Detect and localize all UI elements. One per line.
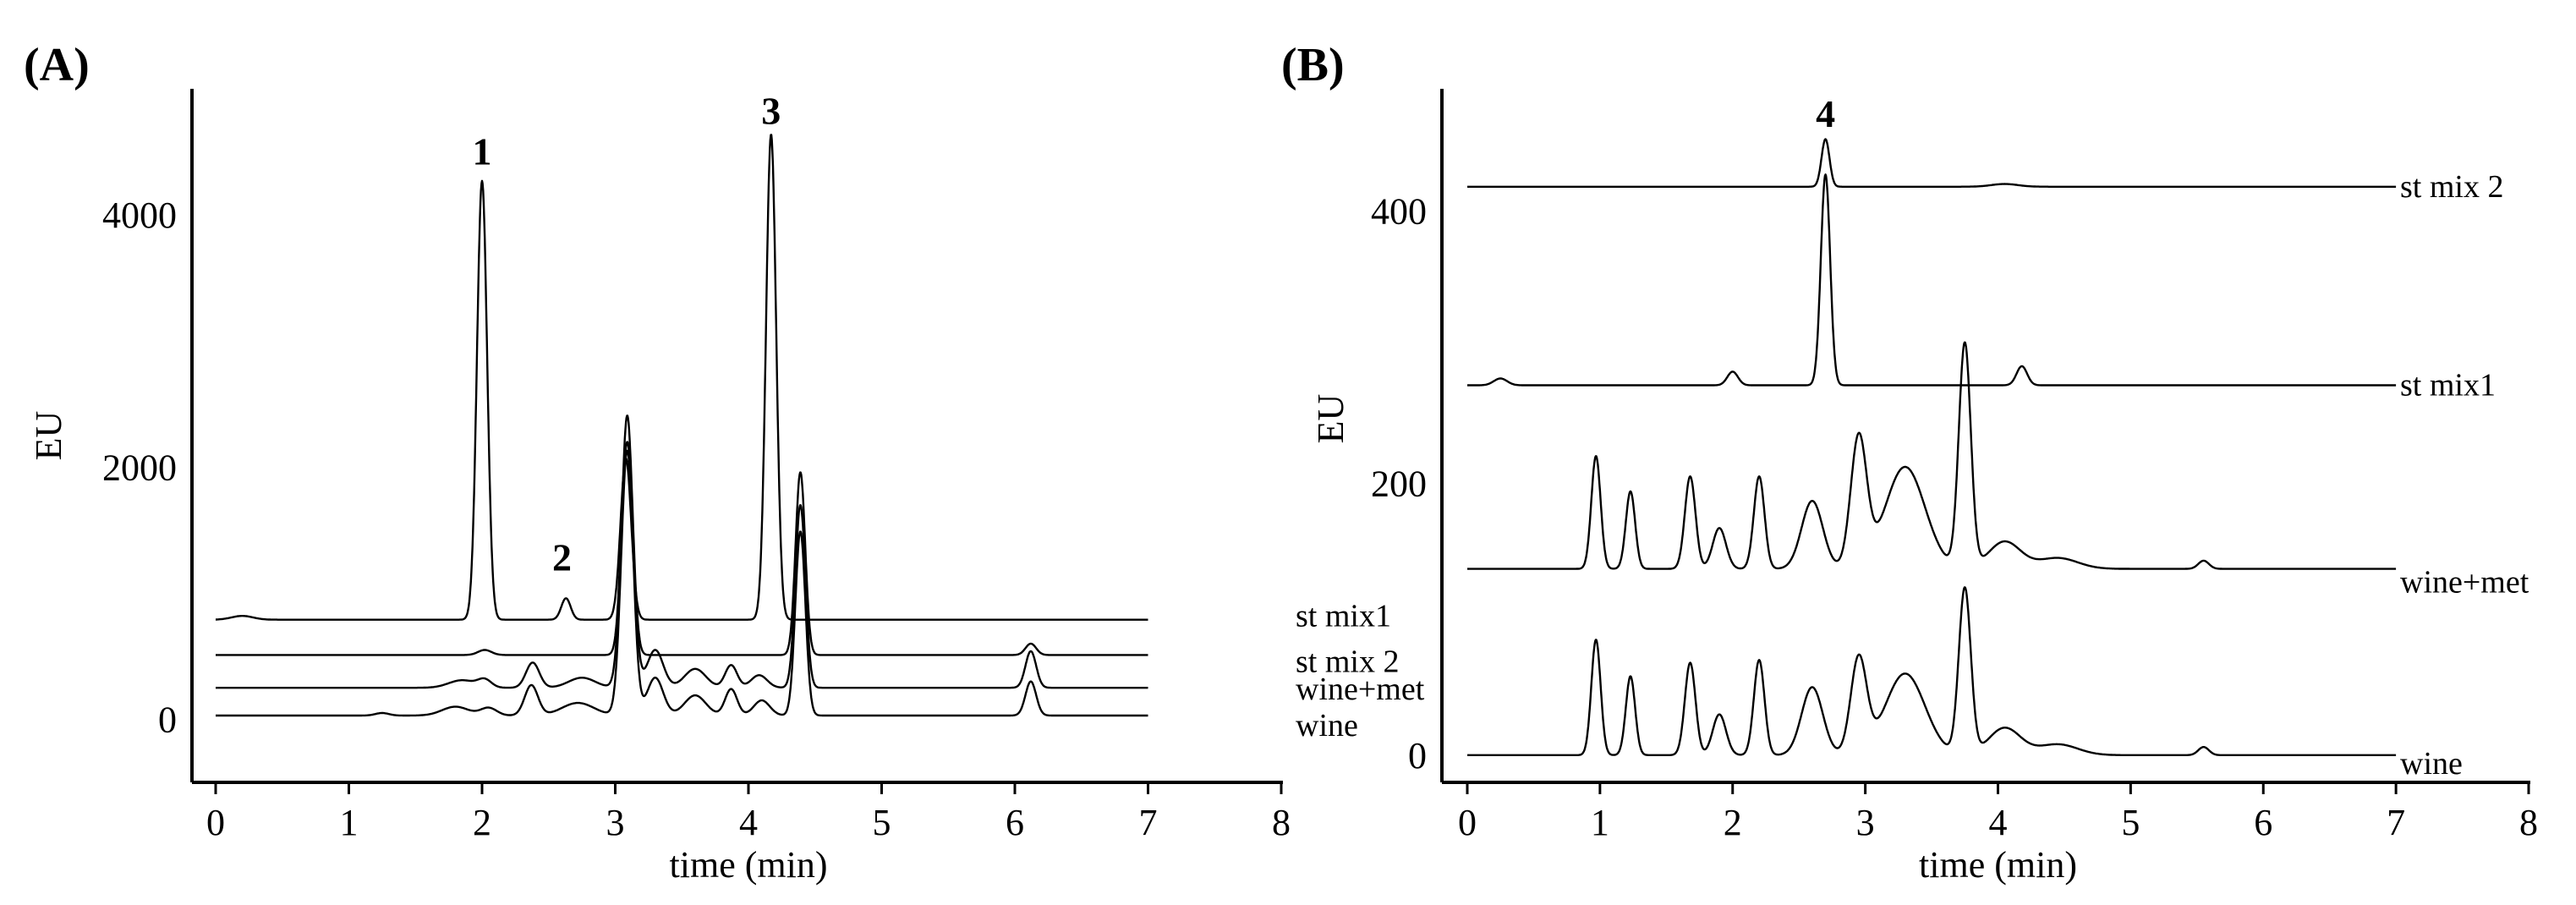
x-tick-label: 0 xyxy=(1458,802,1477,843)
x-tick-label: 1 xyxy=(340,802,359,843)
series-label-st-mix-2: st mix 2 xyxy=(1296,644,1399,679)
x-tick-label: 0 xyxy=(206,802,225,843)
series-label-st-mix1: st mix1 xyxy=(1296,599,1391,634)
panel-b-chart: (B) 0 1 2 3 4 5 6 7 8 0 200 400 time (min) EU st mix 2 s… xyxy=(1281,39,2538,886)
series-label-wine: wine xyxy=(2400,746,2463,782)
series-label-st-mix-2: st mix 2 xyxy=(2400,169,2503,205)
x-tick-label: 4 xyxy=(739,802,758,843)
x-tick-label: 6 xyxy=(2254,802,2272,843)
y-axis-title: EU xyxy=(28,411,69,461)
x-tick-label: 6 xyxy=(1006,802,1024,843)
series-label-st-mix1: st mix1 xyxy=(2400,368,2496,403)
x-tick-label: 5 xyxy=(873,802,891,843)
series-label-wine: wine xyxy=(1296,708,1358,743)
x-tick-label: 1 xyxy=(1591,802,1609,843)
y-tick-label: 0 xyxy=(1408,735,1427,776)
x-tick-label: 2 xyxy=(1724,802,1742,843)
y-tick-label: 0 xyxy=(158,699,177,740)
peak-label-1: 1 xyxy=(473,129,492,173)
peak-label-3: 3 xyxy=(761,90,781,133)
x-tick-label: 5 xyxy=(2121,802,2140,843)
series-line-st-mix1 xyxy=(215,134,1149,621)
panel-label-a: (A) xyxy=(24,39,90,91)
y-tick-label: 400 xyxy=(1371,191,1427,233)
y-tick-label: 200 xyxy=(1371,463,1427,504)
x-tick-label: 4 xyxy=(1989,802,2008,843)
series-line-st-mix-2 xyxy=(1466,138,2397,188)
x-tick-label: 2 xyxy=(473,802,491,843)
series-line-wine xyxy=(215,449,1149,717)
x-axis-title: time (min) xyxy=(670,844,828,886)
series-line-wine-met xyxy=(215,441,1149,689)
series-line-st-mix1 xyxy=(1466,173,2397,387)
x-tick-label: 7 xyxy=(1139,802,1158,843)
y-axis-title: EU xyxy=(1310,394,1351,444)
y-tick-label: 4000 xyxy=(102,195,177,236)
x-tick-label: 8 xyxy=(2519,802,2538,843)
x-tick-label: 8 xyxy=(1272,802,1291,843)
peak-label-2: 2 xyxy=(552,536,572,579)
y-tick-label: 2000 xyxy=(102,447,177,488)
x-tick-label: 7 xyxy=(2387,802,2405,843)
peak-label-4: 4 xyxy=(1816,92,1835,135)
x-tick-label: 3 xyxy=(1856,802,1875,843)
series-label-wine-met: wine+met xyxy=(1296,672,1425,707)
series-line-wine-met xyxy=(1466,341,2397,570)
series-label-wine-met: wine+met xyxy=(2400,565,2529,601)
x-axis-title: time (min) xyxy=(1919,844,2077,886)
panel-label-b: (B) xyxy=(1281,39,1345,91)
series-line-st-mix-2 xyxy=(215,414,1149,656)
x-tick-label: 3 xyxy=(606,802,625,843)
series-line-wine xyxy=(1466,586,2397,756)
